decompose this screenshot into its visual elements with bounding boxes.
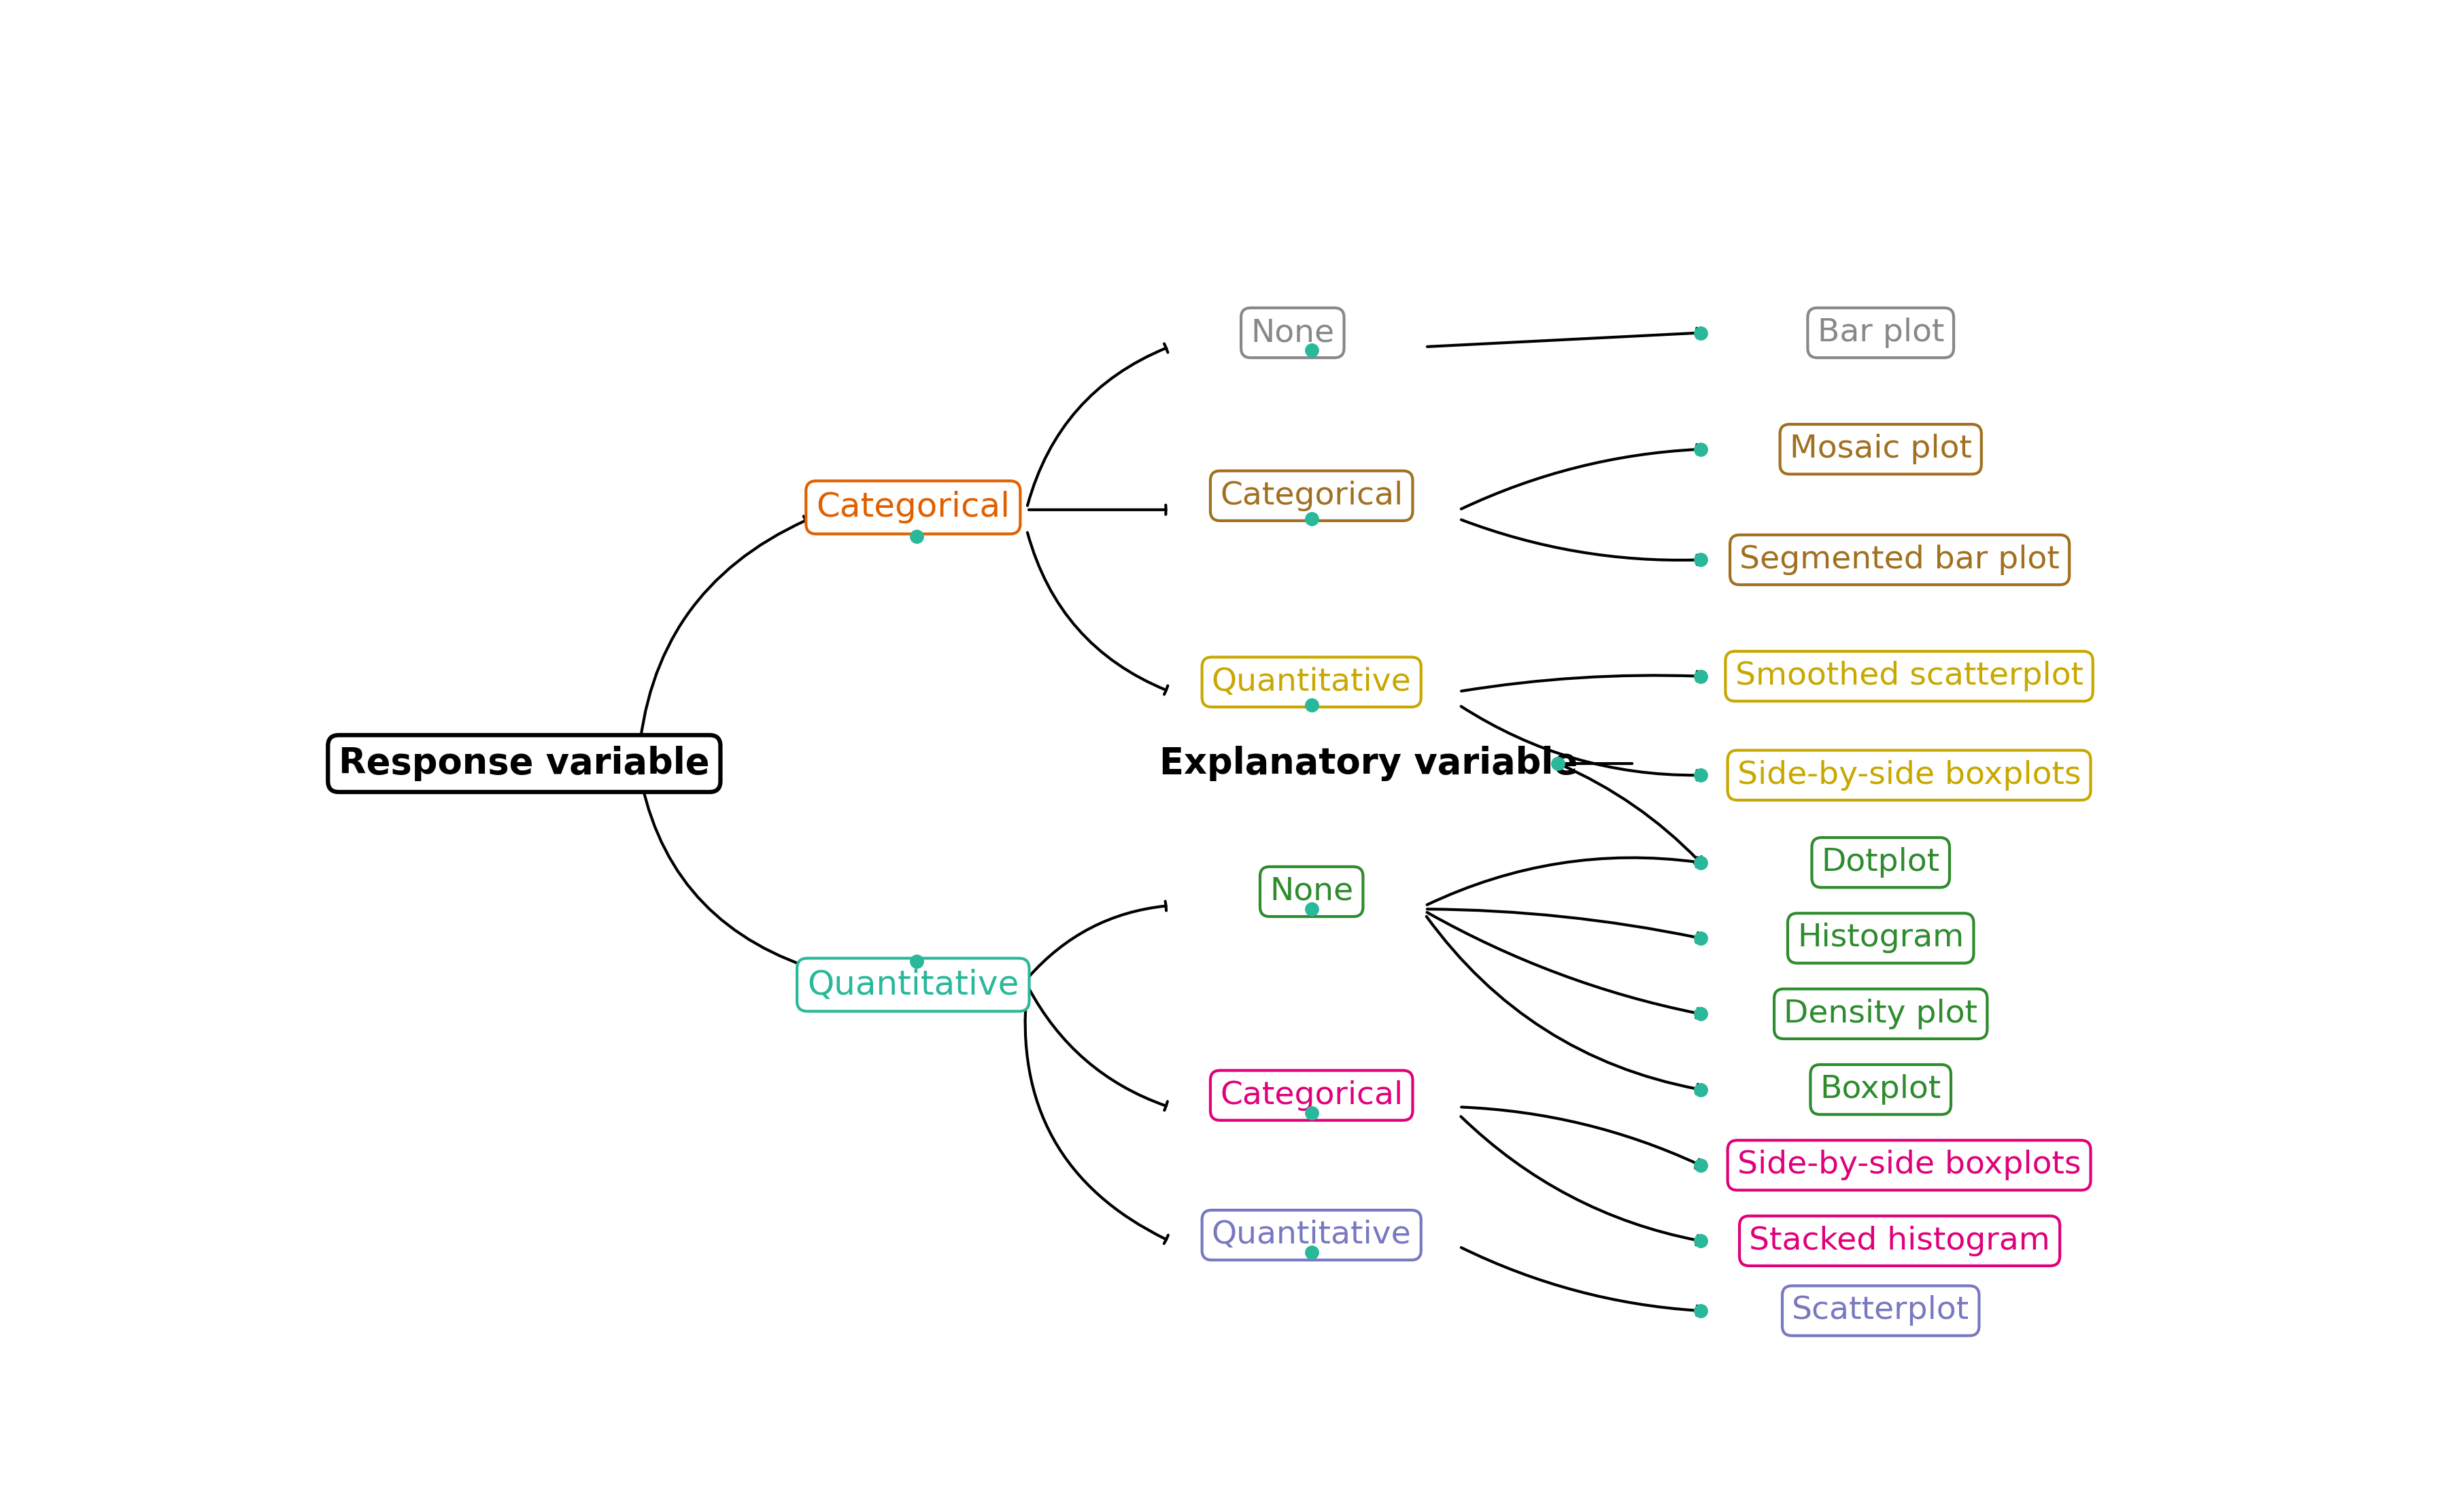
Text: Smoothed scatterplot: Smoothed scatterplot bbox=[1736, 661, 2083, 691]
Text: Side-by-side boxplots: Side-by-side boxplots bbox=[1738, 1151, 2081, 1181]
Text: Density plot: Density plot bbox=[1785, 998, 1978, 1030]
Text: None: None bbox=[1271, 877, 1354, 907]
Text: Quantitative: Quantitative bbox=[808, 969, 1018, 1001]
Text: None: None bbox=[1251, 318, 1334, 348]
Text: Scatterplot: Scatterplot bbox=[1792, 1296, 1971, 1326]
Text: Categorical: Categorical bbox=[1219, 1080, 1403, 1111]
Text: Categorical: Categorical bbox=[1219, 481, 1403, 511]
Text: Histogram: Histogram bbox=[1797, 922, 1963, 954]
Text: Explanatory variable: Explanatory variable bbox=[1160, 745, 1577, 782]
Text: Quantitative: Quantitative bbox=[1212, 667, 1412, 697]
Text: Categorical: Categorical bbox=[815, 491, 1011, 523]
Text: Quantitative: Quantitative bbox=[1212, 1220, 1412, 1250]
Text: Stacked histogram: Stacked histogram bbox=[1750, 1226, 2049, 1256]
Text: Mosaic plot: Mosaic plot bbox=[1789, 434, 1971, 464]
Text: Segmented bar plot: Segmented bar plot bbox=[1741, 544, 2059, 575]
Text: Boxplot: Boxplot bbox=[1819, 1074, 1941, 1105]
Text: Side-by-side boxplots: Side-by-side boxplots bbox=[1738, 761, 2081, 791]
Text: Response variable: Response variable bbox=[338, 745, 710, 782]
Text: Dotplot: Dotplot bbox=[1821, 847, 1939, 878]
Text: Bar plot: Bar plot bbox=[1816, 318, 1944, 348]
